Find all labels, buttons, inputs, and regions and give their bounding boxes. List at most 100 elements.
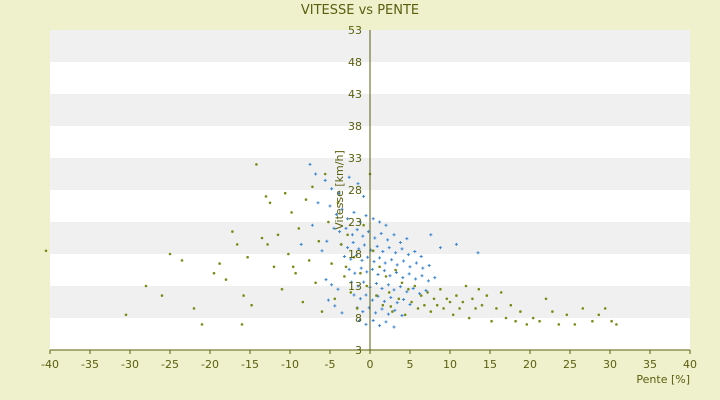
- data-point: [349, 291, 353, 294]
- data-point: [304, 198, 308, 201]
- data-series: [44, 162, 618, 329]
- data-point: [381, 249, 385, 253]
- data-point: [344, 226, 348, 230]
- data-point: [283, 191, 287, 195]
- data-point: [168, 252, 172, 256]
- data-point: [280, 287, 284, 291]
- x-tick-label: 30: [603, 358, 617, 371]
- data-point: [485, 294, 489, 297]
- x-tick-label: -25: [161, 358, 179, 371]
- data-point: [375, 244, 379, 248]
- data-point: [391, 310, 394, 313]
- data-point: [407, 272, 411, 276]
- data-point: [250, 303, 253, 307]
- data-point: [330, 187, 334, 191]
- data-point: [346, 233, 349, 237]
- data-point: [358, 297, 362, 301]
- data-point: [260, 236, 264, 240]
- data-point: [413, 284, 417, 288]
- data-point: [358, 220, 362, 224]
- data-point: [325, 239, 329, 243]
- data-point: [327, 220, 330, 224]
- x-tick-label: 0: [367, 358, 374, 371]
- data-point: [192, 307, 196, 310]
- data-point: [499, 291, 503, 294]
- data-point: [395, 263, 399, 267]
- data-point: [372, 260, 376, 264]
- data-point: [362, 223, 365, 227]
- data-point: [393, 308, 397, 312]
- data-point: [424, 288, 428, 292]
- data-point: [340, 311, 344, 315]
- data-point: [495, 307, 498, 310]
- data-point: [435, 303, 439, 307]
- data-point: [573, 323, 577, 326]
- data-point: [352, 255, 356, 259]
- data-point: [352, 293, 356, 297]
- data-point: [448, 300, 452, 304]
- data-point: [581, 307, 585, 310]
- data-point: [544, 297, 548, 301]
- data-point: [383, 261, 387, 265]
- data-point: [380, 287, 384, 291]
- data-point: [374, 281, 378, 285]
- data-point: [266, 243, 269, 246]
- data-point: [392, 325, 396, 329]
- data-point: [423, 303, 426, 307]
- data-point: [371, 249, 375, 253]
- data-point: [394, 271, 398, 275]
- data-point: [160, 294, 164, 297]
- data-point: [346, 217, 350, 221]
- data-point: [333, 304, 337, 308]
- data-point: [504, 316, 508, 320]
- data-point: [420, 274, 424, 278]
- data-point: [246, 255, 249, 259]
- data-point: [347, 175, 351, 179]
- data-point: [301, 300, 305, 304]
- data-point: [344, 265, 348, 269]
- data-point: [332, 226, 336, 230]
- data-point: [429, 233, 433, 237]
- data-point: [378, 220, 382, 224]
- data-point: [355, 307, 359, 310]
- data-point: [374, 311, 378, 315]
- data-point: [362, 280, 366, 284]
- data-point: [426, 291, 429, 294]
- data-point: [390, 258, 394, 262]
- data-point: [392, 288, 396, 292]
- data-point: [311, 185, 314, 189]
- data-point: [426, 279, 430, 283]
- data-point: [397, 297, 401, 301]
- x-tick-label: 10: [443, 358, 457, 371]
- data-point: [235, 243, 239, 246]
- data-point: [451, 313, 455, 317]
- data-point: [350, 280, 354, 284]
- data-point: [380, 307, 384, 311]
- data-point: [354, 253, 358, 257]
- data-point: [328, 204, 332, 208]
- data-point: [218, 262, 221, 265]
- data-point: [337, 191, 341, 195]
- data-point: [346, 246, 350, 250]
- data-point: [407, 287, 410, 291]
- data-point: [429, 310, 433, 313]
- data-point: [392, 233, 396, 237]
- data-point: [310, 223, 314, 227]
- data-point: [334, 212, 338, 216]
- data-point: [323, 178, 327, 182]
- y-tick-label: 43: [348, 88, 362, 101]
- data-point: [299, 242, 303, 246]
- data-point: [464, 284, 468, 288]
- data-point: [338, 230, 342, 234]
- data-point: [314, 172, 318, 176]
- data-point: [432, 297, 436, 301]
- x-tick-label: -10: [281, 358, 299, 371]
- data-point: [336, 201, 340, 205]
- data-point: [355, 228, 359, 232]
- data-point: [370, 298, 374, 302]
- data-point: [382, 269, 386, 273]
- data-point: [413, 249, 417, 253]
- data-point: [351, 240, 355, 244]
- chart-title: VITESSE vs PENTE: [301, 3, 419, 18]
